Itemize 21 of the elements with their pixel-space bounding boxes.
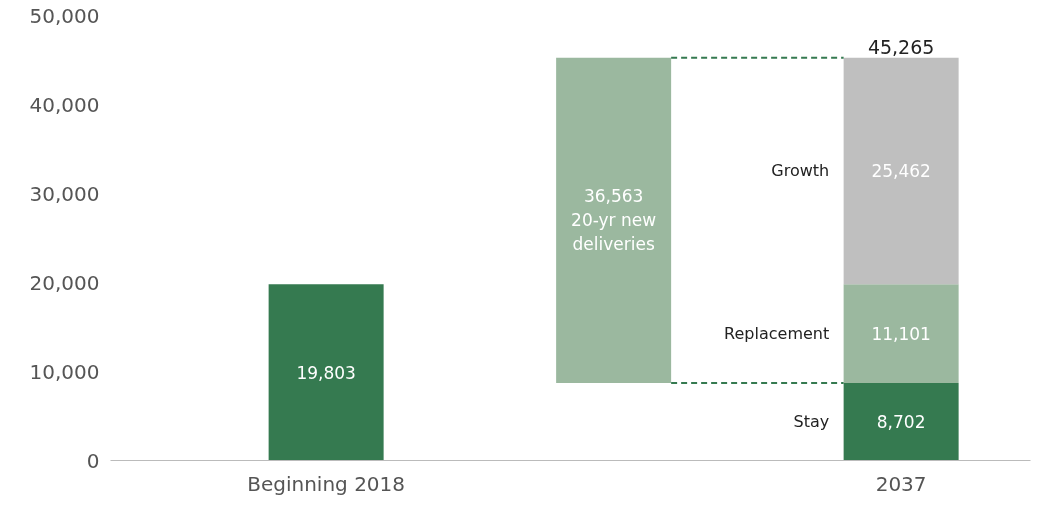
y-tick-label: 10,000 [29,359,100,384]
x-tick-label: 2037 [875,471,927,496]
bar [556,57,672,384]
data-label: 11,101 [871,324,931,345]
y-tick-label: 50,000 [29,3,100,28]
annotation: Growth [771,161,830,181]
x-tick-label: Beginning 2018 [247,471,406,496]
total-label: 45,265 [867,35,935,58]
y-tick-label: 40,000 [29,92,100,117]
bar [843,57,959,285]
annotation: Replacement [724,324,830,344]
data-label: 19,803 [296,362,356,383]
data-label: 36,563 20-yr new deliveries [571,186,657,255]
annotation: Stay [793,412,830,432]
y-tick-label: 20,000 [29,270,100,295]
data-label: 25,462 [871,161,931,182]
bar [843,284,959,384]
y-tick-label: 0 [86,448,100,473]
y-tick-label: 30,000 [29,181,100,206]
bar [268,284,384,461]
data-label: 8,702 [876,412,926,433]
